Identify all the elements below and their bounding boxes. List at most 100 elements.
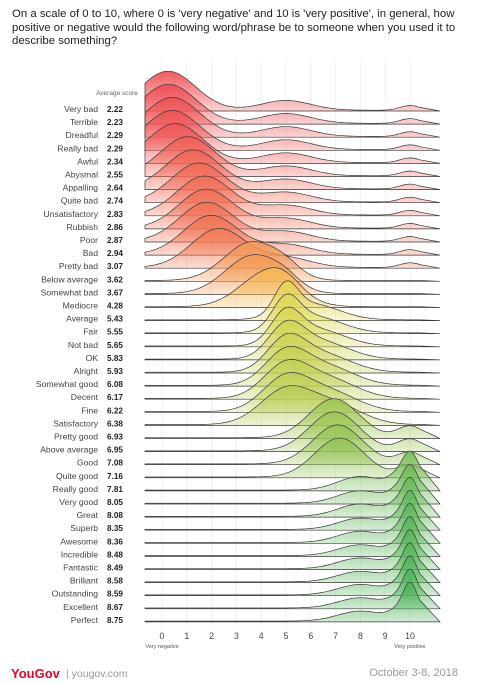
row-average: 8.49	[107, 564, 123, 573]
row-average: 8.67	[107, 603, 123, 612]
row-label: Incredible	[61, 549, 98, 559]
ridge-above-average	[144, 411, 441, 452]
row-label: Appalling	[63, 183, 99, 193]
row-label: Below average	[41, 274, 98, 284]
ridge-awful	[144, 123, 441, 164]
row-average: 2.64	[107, 184, 123, 193]
row-label: Outstanding	[52, 589, 99, 599]
x-min-label: Very negative	[145, 644, 178, 650]
row-average: 6.17	[107, 393, 123, 402]
row-average: 2.74	[107, 197, 123, 206]
x-tick-label: 7	[333, 631, 338, 641]
row-label: Perfect	[71, 615, 99, 625]
ridge-outstanding	[144, 555, 441, 597]
row-label: Excellent	[63, 602, 98, 612]
row-average: 3.07	[107, 262, 123, 271]
chart-title: On a scale of 0 to 10, where 0 is 'very …	[12, 8, 456, 47]
row-average: 2.23	[107, 118, 123, 127]
x-tick-label: 0	[160, 631, 165, 641]
footer-date: October 3-8, 2018	[369, 667, 458, 679]
row-average: 6.38	[107, 419, 123, 428]
row-label: Very bad	[64, 104, 98, 114]
ridge-awesome	[144, 503, 441, 544]
x-max-label: Very positive	[394, 644, 425, 650]
row-labels: Very bad 2.22 Terrible 2.23 Dreadful 2.29 Real…	[36, 104, 123, 625]
ridge-dreadful	[144, 97, 441, 138]
x-tick-label: 3	[234, 631, 239, 641]
row-label: Pretty good	[54, 432, 98, 442]
row-average: 2.29	[107, 144, 123, 153]
ridges	[144, 70, 441, 623]
row-label: Quite bad	[61, 196, 98, 206]
row-average: 3.62	[107, 275, 123, 284]
row-label: Somewhat good	[36, 379, 98, 389]
row-average: 2.83	[107, 210, 123, 219]
row-average: 8.05	[107, 498, 123, 507]
row-label: Fair	[83, 327, 98, 337]
row-label: Really good	[53, 484, 99, 494]
row-average: 8.48	[107, 550, 123, 559]
ridge-perfect	[144, 581, 441, 623]
row-label: OK	[86, 353, 99, 363]
row-label: Awesome	[60, 536, 98, 546]
row-label: Above average	[40, 445, 98, 455]
x-tick-label: 4	[259, 631, 264, 641]
row-average: 6.95	[107, 446, 123, 455]
ridge-incredible	[144, 516, 441, 557]
x-tick-label: 5	[284, 631, 289, 641]
x-tick-label: 1	[184, 631, 189, 641]
row-label: Pretty bad	[59, 261, 98, 271]
ridge-pretty-good	[144, 398, 441, 439]
row-label: Brilliant	[70, 576, 99, 586]
row-average: 7.81	[107, 485, 123, 494]
x-tick-label: 2	[209, 631, 214, 641]
row-average: 4.28	[107, 302, 123, 311]
row-average: 5.93	[107, 367, 123, 376]
row-label: Really bad	[57, 143, 98, 153]
ridge-great	[144, 476, 441, 518]
row-label: Bad	[83, 248, 99, 258]
row-label: Poor	[80, 235, 98, 245]
ridge-somewhat-bad	[144, 254, 441, 295]
ridge-brilliant	[144, 542, 441, 583]
row-label: Satisfactory	[53, 418, 99, 428]
row-average: 7.08	[107, 459, 123, 468]
row-label: Decent	[71, 392, 99, 402]
row-average: 8.08	[107, 511, 123, 520]
row-label: Abysmal	[65, 170, 98, 180]
row-label: Mediocre	[63, 301, 99, 311]
row-label: Unsatisfactory	[44, 209, 99, 219]
row-label: Very good	[59, 497, 98, 507]
row-label: Rubbish	[66, 222, 98, 232]
x-axis: 0 1 2 3 4 5 6 7 8 9 10 Very negative Very positive	[145, 631, 425, 650]
row-average: 8.58	[107, 577, 123, 586]
row-average: 8.35	[107, 524, 123, 533]
row-average: 5.83	[107, 354, 123, 363]
row-label: Fantastic	[63, 563, 99, 573]
row-label: Great	[77, 510, 99, 520]
row-label: Alright	[74, 366, 99, 376]
ridge-satisfactory	[144, 385, 441, 426]
x-tick-label: 8	[358, 631, 363, 641]
row-average: 2.55	[107, 171, 123, 180]
row-label: Good	[77, 458, 98, 468]
footer-url: | yougov.com	[66, 668, 128, 680]
x-tick-label: 6	[308, 631, 313, 641]
row-label: Somewhat bad	[41, 287, 99, 297]
ridge-fantastic	[144, 529, 441, 570]
row-label: Quite good	[56, 471, 98, 481]
row-average: 5.65	[107, 341, 123, 350]
row-average: 7.16	[107, 472, 123, 481]
row-label: Superb	[70, 523, 98, 533]
row-average: 6.22	[107, 406, 123, 415]
ridge-excellent	[144, 568, 441, 610]
row-average: 2.22	[107, 105, 123, 114]
row-average: 5.55	[107, 328, 123, 337]
row-average: 2.86	[107, 223, 123, 232]
row-average: 3.67	[107, 288, 123, 297]
row-average: 8.59	[107, 590, 123, 599]
ridge-quite-good	[144, 437, 441, 479]
x-tick-label: 10	[405, 631, 415, 641]
yougov-logo: YouGov	[11, 666, 60, 681]
